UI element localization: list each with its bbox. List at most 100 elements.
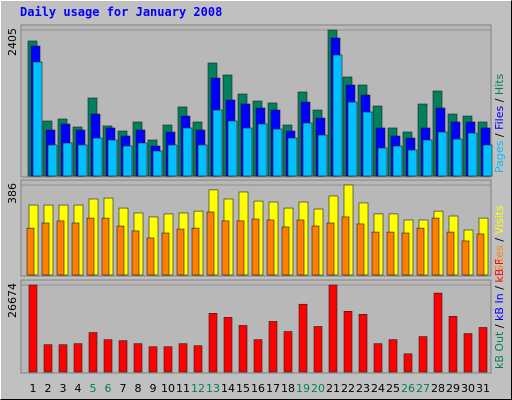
bar [287, 137, 298, 177]
bar [407, 149, 418, 177]
bar [137, 142, 148, 177]
bar [212, 109, 223, 177]
x-tick-label: 4 [75, 382, 82, 395]
x-tick-label: 24 [371, 382, 385, 395]
bar [388, 339, 398, 373]
x-tick-label: 23 [356, 382, 370, 395]
bar [313, 326, 323, 373]
legend: Sites / Visits [493, 205, 506, 272]
bar [163, 346, 173, 373]
bar [71, 222, 80, 276]
bar [26, 227, 35, 276]
bar [341, 216, 350, 276]
bar [167, 144, 178, 177]
bar [281, 226, 290, 276]
bar [58, 344, 68, 373]
bar [257, 123, 268, 177]
bar [43, 344, 53, 373]
bar [88, 332, 98, 373]
bar [208, 313, 218, 373]
bar [116, 225, 125, 276]
legend: Pages / Files / Hits [493, 73, 506, 173]
bar [236, 220, 245, 276]
bar [251, 218, 260, 276]
y-tick-label: 26674 [6, 283, 19, 318]
bar [227, 120, 238, 177]
x-tick-label: 5 [90, 382, 97, 395]
bar [197, 144, 208, 177]
x-tick-label: 3 [60, 382, 67, 395]
bar [358, 314, 368, 373]
bar [193, 345, 203, 373]
bar [401, 232, 410, 276]
bar [206, 211, 215, 276]
bar [103, 339, 113, 373]
x-tick-label: 8 [135, 382, 142, 395]
legend-entry: Hits [493, 73, 506, 95]
bar [418, 336, 428, 373]
bar [433, 292, 443, 373]
bar [223, 317, 233, 373]
bar [392, 145, 403, 177]
bar [311, 225, 320, 276]
x-tick-label: 21 [326, 382, 340, 395]
y-tick-label: 2405 [6, 28, 19, 56]
bar [403, 353, 413, 373]
x-tick-label: 15 [236, 382, 250, 395]
bar [467, 132, 478, 177]
bar [446, 231, 455, 276]
x-tick-label: 1 [30, 382, 37, 395]
bar [221, 220, 230, 276]
bar [326, 222, 335, 276]
bar [298, 303, 308, 373]
bar [86, 217, 95, 276]
legend-separator: / [493, 283, 506, 294]
bar [347, 101, 358, 177]
bar [73, 343, 83, 373]
legend-entry: Visits [493, 205, 506, 234]
bar [268, 321, 278, 373]
bar [437, 131, 448, 177]
bar [191, 227, 200, 276]
legend-separator: / [493, 130, 506, 141]
x-tick-label: 17 [266, 382, 280, 395]
bar [362, 111, 373, 177]
bar [242, 127, 253, 177]
bar [101, 217, 110, 276]
x-tick-label: 30 [461, 382, 475, 395]
bar [478, 327, 488, 373]
bar [122, 145, 133, 177]
bar [62, 142, 73, 177]
x-tick-label: 14 [221, 382, 235, 395]
bar [28, 284, 38, 373]
bar [461, 240, 470, 276]
x-tick-label: 25 [386, 382, 400, 395]
x-tick-label: 19 [296, 382, 310, 395]
bar [452, 138, 463, 177]
bar [296, 219, 305, 276]
bar [131, 230, 140, 276]
legend-entry: Sites [493, 245, 506, 272]
bar [118, 340, 128, 373]
bar [302, 122, 313, 177]
x-tick-label: 12 [191, 382, 205, 395]
bar [238, 325, 248, 373]
bar [328, 284, 338, 373]
bar [253, 339, 263, 373]
x-tick-label: 13 [206, 382, 220, 395]
bar [272, 128, 283, 177]
x-tick-label: 7 [120, 382, 127, 395]
x-tick-label: 28 [431, 382, 445, 395]
x-tick-label: 22 [341, 382, 355, 395]
bar [377, 147, 388, 177]
bar [448, 316, 458, 373]
legend-entry: kB In [493, 293, 506, 321]
bar [283, 331, 293, 373]
x-tick-label: 31 [476, 382, 490, 395]
x-tick-label: 26 [401, 382, 415, 395]
bar [476, 233, 485, 276]
chart-title: Daily usage for January 2008 [20, 5, 222, 19]
legend-entry: Files [493, 106, 506, 130]
